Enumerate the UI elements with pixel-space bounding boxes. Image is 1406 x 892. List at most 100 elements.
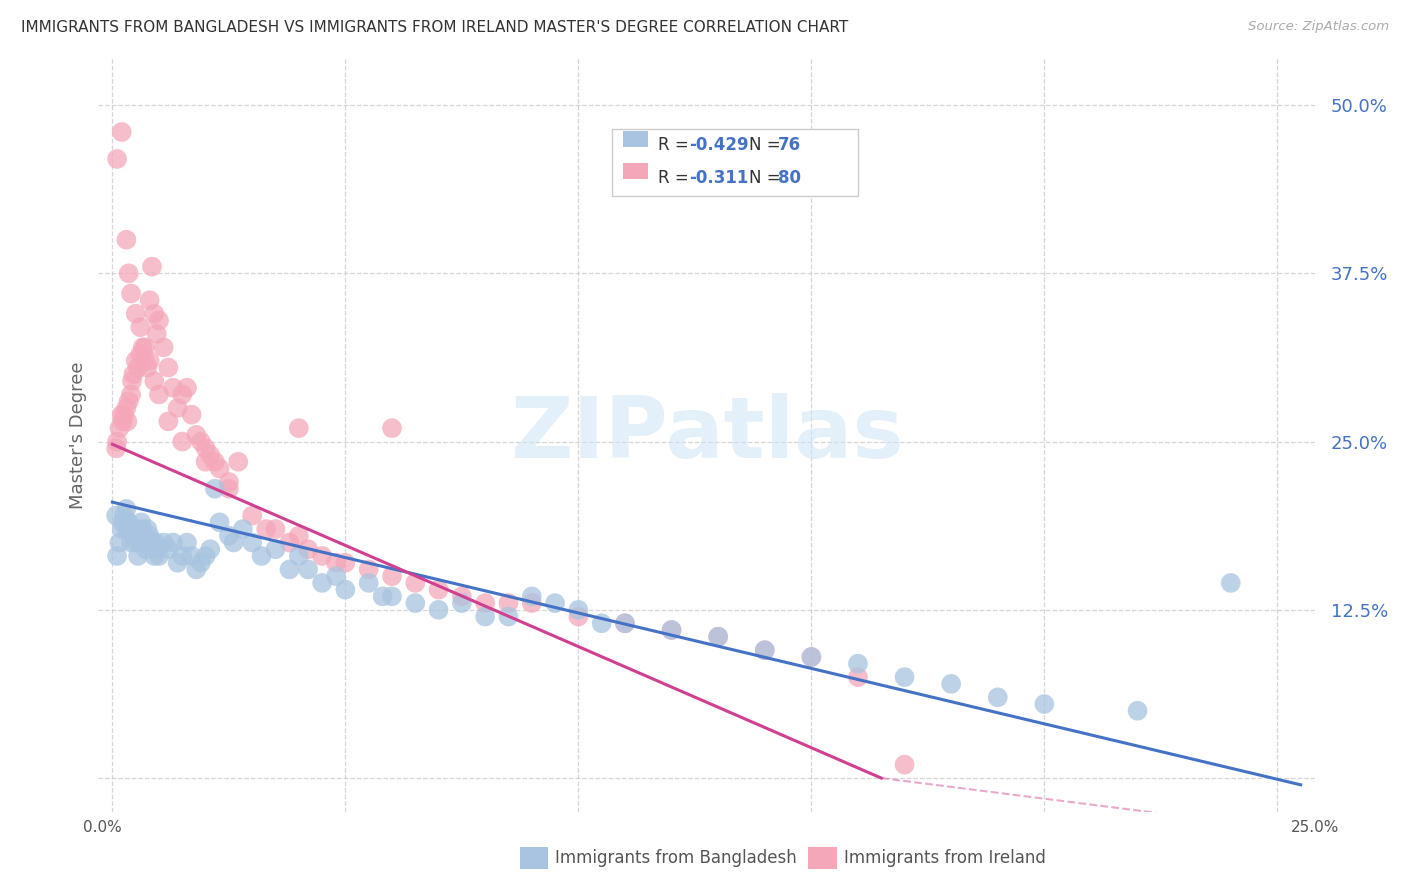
- Text: N =: N =: [749, 169, 786, 186]
- Point: [111, 516, 134, 530]
- Point: [157, 414, 180, 428]
- Point: [105, 442, 128, 456]
- Point: [111, 414, 134, 428]
- Point: [614, 616, 637, 631]
- Point: [707, 630, 730, 644]
- Point: [222, 535, 245, 549]
- Point: [129, 535, 152, 549]
- Text: N =: N =: [749, 136, 786, 154]
- Point: [115, 501, 138, 516]
- Point: [520, 596, 543, 610]
- Point: [427, 582, 450, 597]
- Point: [427, 603, 450, 617]
- Point: [661, 623, 683, 637]
- Point: [200, 448, 222, 462]
- Point: [297, 562, 319, 576]
- Point: [335, 556, 357, 570]
- Point: [264, 522, 287, 536]
- Point: [134, 340, 156, 354]
- Point: [112, 408, 135, 422]
- Point: [105, 434, 128, 449]
- Text: 0.0%: 0.0%: [83, 821, 122, 835]
- Point: [129, 347, 152, 361]
- Text: Immigrants from Bangladesh: Immigrants from Bangladesh: [555, 849, 797, 867]
- Point: [145, 326, 167, 341]
- Point: [152, 340, 174, 354]
- Point: [194, 442, 217, 456]
- Point: [129, 516, 152, 530]
- Point: [127, 549, 149, 563]
- Point: [111, 408, 134, 422]
- Point: [218, 529, 240, 543]
- Point: [208, 461, 231, 475]
- Text: Immigrants from Ireland: Immigrants from Ireland: [844, 849, 1046, 867]
- Point: [250, 549, 273, 563]
- Point: [166, 401, 188, 415]
- Point: [325, 569, 347, 583]
- Point: [194, 549, 217, 563]
- Point: [186, 428, 208, 442]
- Point: [186, 562, 208, 576]
- Point: [115, 233, 138, 247]
- Point: [498, 609, 520, 624]
- Point: [157, 542, 180, 557]
- Point: [1033, 697, 1056, 711]
- Text: 25.0%: 25.0%: [1291, 821, 1339, 835]
- Point: [800, 649, 823, 664]
- Point: [105, 152, 128, 166]
- Point: [451, 596, 474, 610]
- Point: [1126, 704, 1149, 718]
- Point: [591, 616, 613, 631]
- Point: [108, 535, 131, 549]
- Point: [190, 556, 212, 570]
- Point: [148, 387, 170, 401]
- Point: [544, 596, 567, 610]
- Point: [335, 582, 357, 597]
- Point: [567, 609, 589, 624]
- Point: [111, 522, 134, 536]
- Point: [1219, 575, 1241, 590]
- Point: [800, 649, 823, 664]
- Text: 76: 76: [778, 136, 800, 154]
- Point: [180, 408, 202, 422]
- Point: [278, 535, 301, 549]
- Point: [264, 542, 287, 557]
- Point: [138, 354, 160, 368]
- Y-axis label: Master's Degree: Master's Degree: [69, 361, 87, 508]
- Point: [120, 286, 142, 301]
- Point: [288, 549, 311, 563]
- Point: [138, 529, 160, 543]
- Point: [117, 522, 139, 536]
- Point: [152, 535, 174, 549]
- Point: [176, 535, 198, 549]
- Text: ZIPatlas: ZIPatlas: [509, 393, 904, 476]
- Point: [200, 542, 222, 557]
- Text: IMMIGRANTS FROM BANGLADESH VS IMMIGRANTS FROM IRELAND MASTER'S DEGREE CORRELATIO: IMMIGRANTS FROM BANGLADESH VS IMMIGRANTS…: [21, 20, 848, 35]
- Point: [118, 516, 141, 530]
- Point: [204, 482, 226, 496]
- Point: [141, 535, 163, 549]
- Point: [125, 307, 148, 321]
- Point: [129, 320, 152, 334]
- Point: [143, 549, 166, 563]
- Point: [111, 125, 134, 139]
- Text: -0.311: -0.311: [689, 169, 748, 186]
- Point: [987, 690, 1010, 705]
- Point: [451, 590, 474, 604]
- Point: [118, 394, 141, 409]
- Point: [136, 360, 159, 375]
- Point: [122, 368, 145, 382]
- Point: [297, 542, 319, 557]
- Point: [172, 434, 194, 449]
- Point: [141, 260, 163, 274]
- Point: [117, 414, 139, 428]
- Point: [208, 516, 231, 530]
- Point: [121, 374, 143, 388]
- Text: -0.429: -0.429: [689, 136, 748, 154]
- Point: [190, 434, 212, 449]
- Point: [143, 307, 166, 321]
- Point: [134, 535, 156, 549]
- Point: [157, 360, 180, 375]
- Point: [136, 522, 159, 536]
- Point: [172, 549, 194, 563]
